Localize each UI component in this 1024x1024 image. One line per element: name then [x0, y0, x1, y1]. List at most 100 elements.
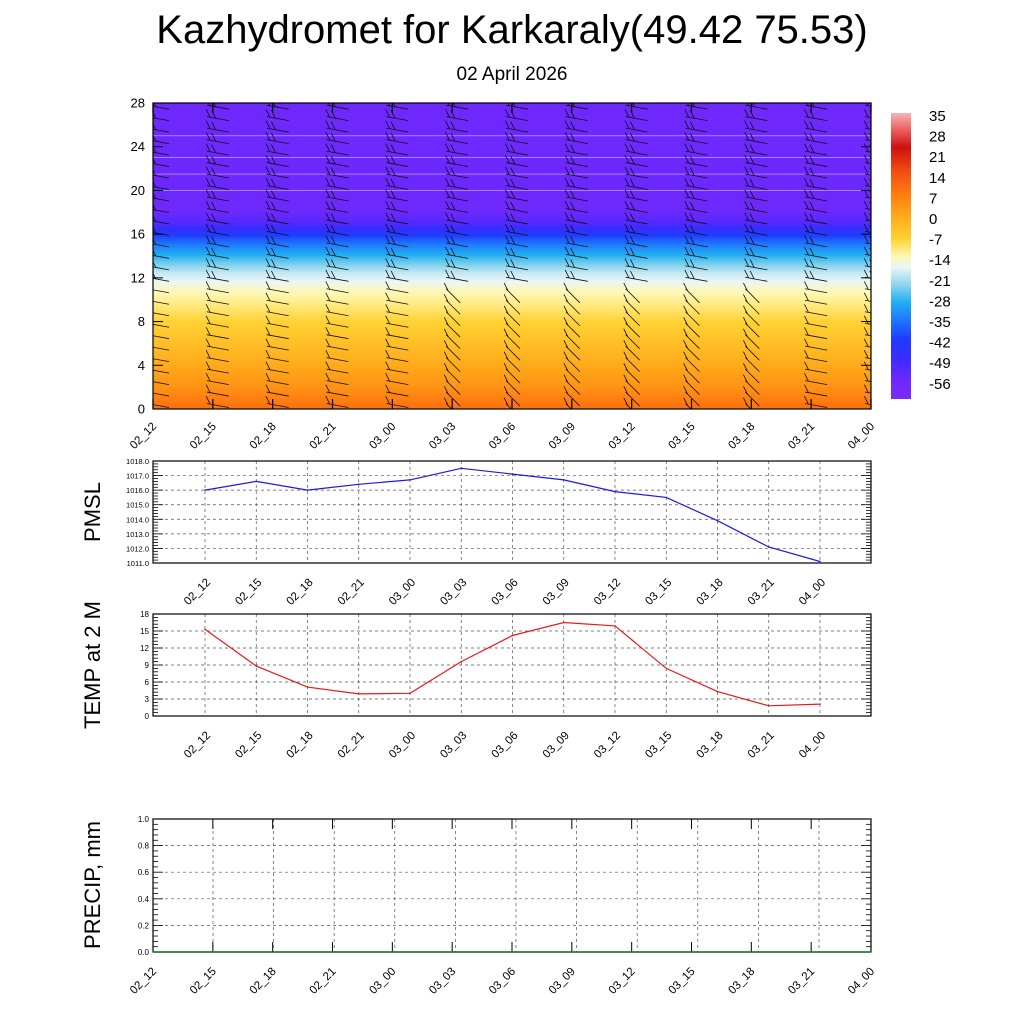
temperature-band: [153, 142, 871, 146]
wind-barb: [325, 361, 349, 374]
wind-barb: [205, 395, 229, 408]
wind-barb: [385, 281, 409, 294]
x-tick-label: 02_21: [308, 966, 339, 997]
wind-barb: [683, 374, 700, 395]
wind-barb: [744, 269, 768, 282]
wind-barb: [684, 132, 708, 145]
wind-barb: [325, 281, 349, 294]
wind-barb: [744, 154, 768, 167]
wind-barb: [504, 246, 529, 259]
wind-barb: [385, 200, 409, 213]
wind-barb: [744, 212, 768, 225]
wind-barb: [624, 143, 648, 156]
wind-barb: [743, 351, 760, 372]
wind-barb: [504, 212, 529, 225]
wind-barb: [684, 143, 708, 156]
x-tick-label: 02_12: [182, 730, 213, 761]
temperature-band: [153, 280, 871, 283]
x-tick-label: 03_06: [487, 966, 518, 997]
wind-barb: [743, 374, 760, 395]
temperature-band: [153, 127, 871, 130]
wind-barb: [325, 338, 349, 351]
y-tick-label: 1013.0: [126, 530, 149, 539]
wind-barb: [804, 212, 828, 225]
wind-barb: [385, 269, 409, 282]
wind-barb: [445, 120, 469, 133]
temperature-band: [153, 212, 871, 216]
wind-barb: [385, 361, 409, 374]
data-point: [665, 496, 668, 499]
wind-barb: [205, 327, 229, 340]
wind-barb: [153, 404, 170, 408]
colorbar-label: 0: [929, 211, 937, 228]
wind-barb: [744, 235, 768, 248]
temperature-band: [153, 275, 871, 279]
temperature-band: [153, 273, 871, 277]
wind-barb: [864, 103, 871, 107]
wind-barb: [385, 189, 409, 202]
y-tick-label: 28: [131, 96, 145, 111]
data-point: [152, 951, 154, 953]
y-tick-label: 4: [138, 358, 145, 373]
wind-barb: [385, 132, 409, 145]
wind-barb: [624, 200, 648, 213]
temperature-band: [153, 120, 871, 124]
data-point: [204, 489, 206, 491]
temperature-band: [153, 118, 871, 122]
wind-barb: [205, 384, 229, 397]
wind-barb: [504, 269, 529, 282]
wind-barb: [504, 189, 529, 202]
temperature-band: [153, 387, 871, 390]
y-tick-label: 0.2: [138, 921, 150, 930]
y-tick-label: 6: [145, 678, 150, 687]
wind-barb: [325, 166, 349, 179]
temperature-band: [153, 210, 871, 213]
wind-barb: [445, 246, 469, 259]
temperature-band: [153, 245, 871, 248]
wind-barb: [684, 177, 708, 190]
wind-barb: [683, 305, 700, 327]
wind-barb: [804, 246, 828, 259]
wind-barb: [563, 374, 581, 395]
temperature-band: [153, 312, 871, 316]
wind-barb: [153, 134, 170, 145]
temperature-band: [153, 336, 871, 340]
wind-barb: [445, 166, 469, 179]
wind-barb: [205, 373, 229, 385]
wind-barb: [564, 258, 588, 271]
wind-barb: [153, 169, 170, 179]
data-point: [511, 951, 513, 953]
wind-barb: [863, 384, 871, 394]
wind-barb: [744, 189, 768, 202]
wind-barb: [385, 235, 409, 248]
wind-barb: [385, 327, 409, 340]
temperature-band: [153, 317, 871, 320]
x-tick-label: 04_00: [846, 966, 877, 997]
y-tick-label: 1.0: [138, 815, 150, 824]
wind-barb: [684, 154, 708, 167]
wind-barb: [385, 143, 409, 156]
wind-barb: [325, 246, 349, 259]
wind-barb: [445, 223, 469, 236]
wind-barb: [503, 351, 521, 372]
data-point: [391, 951, 393, 953]
temperature-band: [153, 304, 871, 307]
wind-barb: [265, 338, 289, 351]
wind-barb: [153, 369, 170, 374]
wind-barb: [505, 103, 529, 110]
data-point: [665, 667, 668, 670]
temperature-band: [153, 306, 871, 310]
wind-barb: [265, 246, 289, 259]
wind-barb: [325, 315, 349, 328]
wind-barb: [446, 103, 469, 110]
data-point: [306, 686, 309, 688]
temperature-band: [153, 297, 871, 301]
wind-barb: [443, 351, 461, 372]
x-tick-label: 03_21: [746, 577, 777, 608]
wind-barb: [744, 143, 768, 156]
temperature-band: [153, 177, 871, 181]
data-point: [819, 560, 821, 563]
wind-barb: [744, 223, 768, 236]
colorbar-label: 35: [929, 108, 946, 125]
wind-barb: [205, 212, 229, 225]
